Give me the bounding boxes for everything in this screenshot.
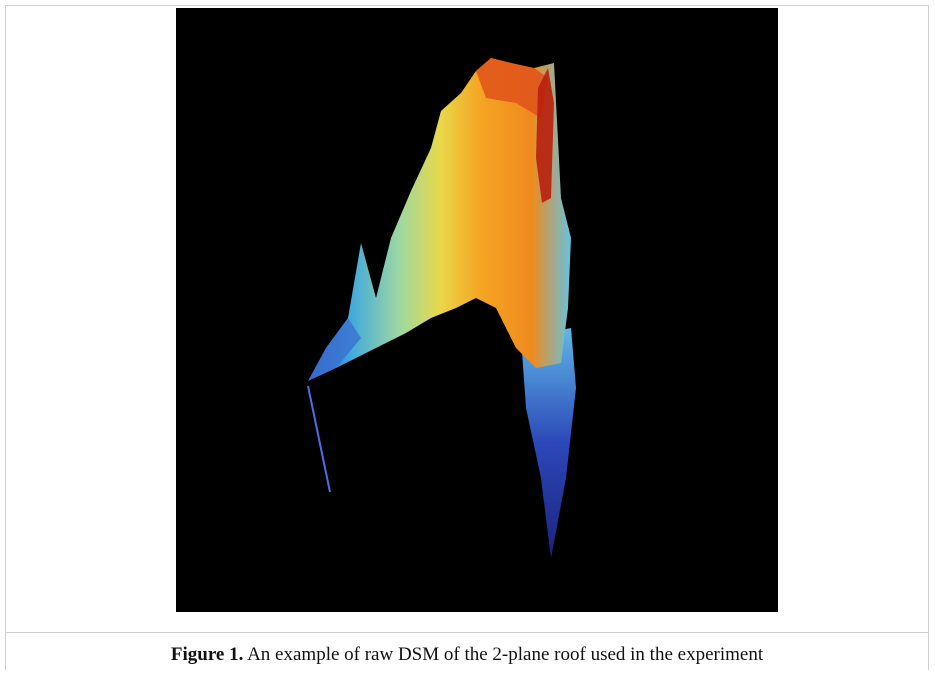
- page: Figure 1. An example of raw DSM of the 2…: [0, 0, 935, 671]
- figure-frame: Figure 1. An example of raw DSM of the 2…: [5, 5, 929, 670]
- figure-image-cell: [6, 6, 928, 632]
- figure-caption: Figure 1. An example of raw DSM of the 2…: [6, 632, 928, 673]
- caption-text: An example of raw DSM of the 2-plane roo…: [247, 644, 763, 665]
- dsm-image: [176, 8, 778, 612]
- figure-label: Figure 1.: [171, 644, 243, 665]
